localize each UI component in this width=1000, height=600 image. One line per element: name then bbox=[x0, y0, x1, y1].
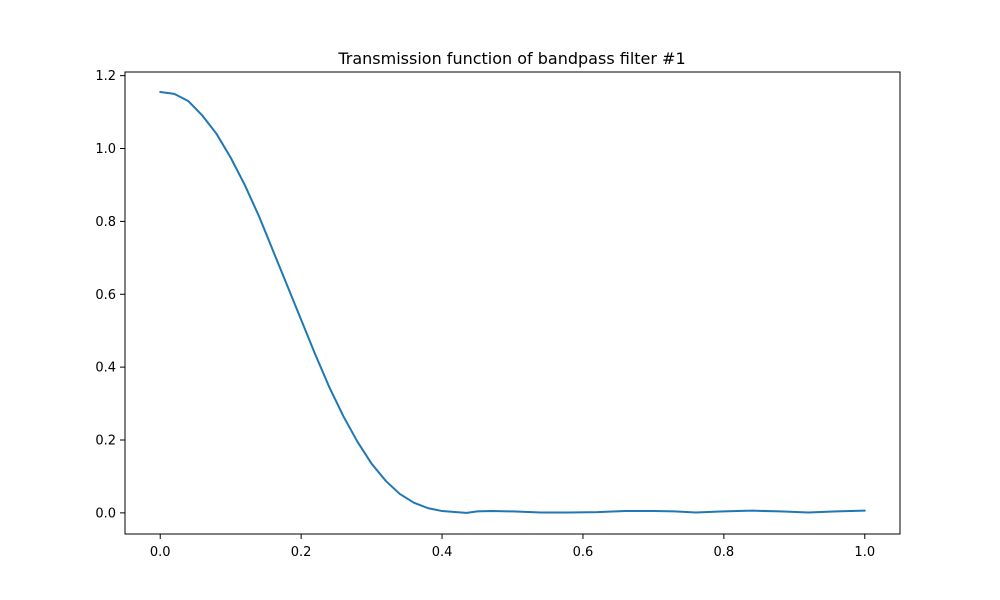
x-tick-label: 0.2 bbox=[291, 545, 312, 560]
x-tick-label: 0.0 bbox=[150, 545, 171, 560]
axes-frame bbox=[124, 71, 901, 535]
y-tick-label: 0.4 bbox=[95, 361, 116, 376]
chart-title: Transmission function of bandpass filter… bbox=[337, 49, 685, 68]
x-tick-label: 1.0 bbox=[854, 545, 875, 560]
x-tick-label: 0.6 bbox=[573, 545, 594, 560]
x-tick-label: 0.8 bbox=[714, 545, 735, 560]
y-tick-label: 0.0 bbox=[95, 506, 116, 521]
x-tick-label: 0.4 bbox=[432, 545, 453, 560]
series-line-0 bbox=[159, 91, 866, 514]
y-tick-label: 0.6 bbox=[95, 288, 116, 303]
y-tick-label: 0.2 bbox=[95, 433, 116, 448]
y-tick-label: 1.2 bbox=[95, 69, 116, 84]
x-axis: 0.0 0.2 0.4 0.6 0.8 1.0 bbox=[150, 534, 875, 560]
y-tick-label: 0.8 bbox=[95, 215, 116, 230]
plot-area bbox=[159, 91, 866, 514]
y-tick-label: 1.0 bbox=[95, 142, 116, 157]
y-axis: 0.0 0.2 0.4 0.6 0.8 1.0 1.2 bbox=[95, 69, 125, 521]
